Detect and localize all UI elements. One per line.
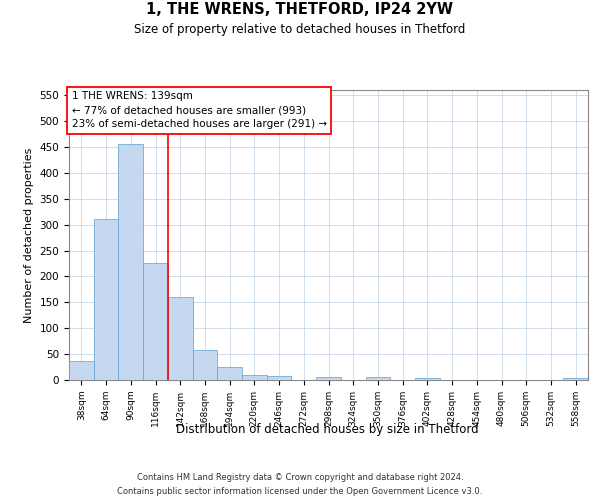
Bar <box>415 378 440 380</box>
Y-axis label: Number of detached properties: Number of detached properties <box>24 148 34 322</box>
Text: Contains public sector information licensed under the Open Government Licence v3: Contains public sector information licen… <box>118 488 482 496</box>
Bar <box>193 350 217 380</box>
Bar <box>217 367 242 380</box>
Text: 1, THE WRENS, THETFORD, IP24 2YW: 1, THE WRENS, THETFORD, IP24 2YW <box>146 2 454 18</box>
Bar <box>69 361 94 380</box>
Text: Contains HM Land Registry data © Crown copyright and database right 2024.: Contains HM Land Registry data © Crown c… <box>137 472 463 482</box>
Bar <box>168 297 193 380</box>
Bar <box>118 144 143 380</box>
Text: Size of property relative to detached houses in Thetford: Size of property relative to detached ho… <box>134 22 466 36</box>
Bar <box>242 375 267 380</box>
Bar <box>563 378 588 380</box>
Text: 1 THE WRENS: 139sqm
← 77% of detached houses are smaller (993)
23% of semi-detac: 1 THE WRENS: 139sqm ← 77% of detached ho… <box>71 92 327 130</box>
Bar <box>267 376 292 380</box>
Bar <box>365 378 390 380</box>
Bar <box>143 264 168 380</box>
Bar <box>316 378 341 380</box>
Bar <box>94 220 118 380</box>
Text: Distribution of detached houses by size in Thetford: Distribution of detached houses by size … <box>176 422 478 436</box>
